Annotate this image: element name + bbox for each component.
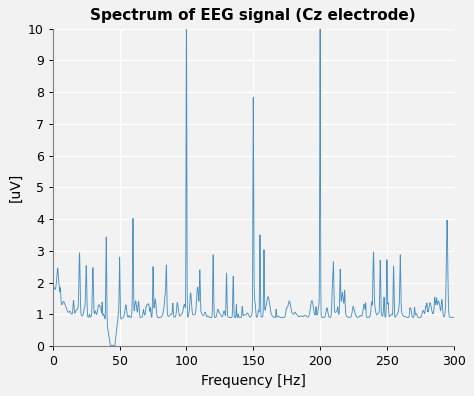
Y-axis label: [uV]: [uV] <box>9 173 22 202</box>
Title: Spectrum of EEG signal (Cz electrode): Spectrum of EEG signal (Cz electrode) <box>91 8 416 23</box>
X-axis label: Frequency [Hz]: Frequency [Hz] <box>201 374 306 388</box>
